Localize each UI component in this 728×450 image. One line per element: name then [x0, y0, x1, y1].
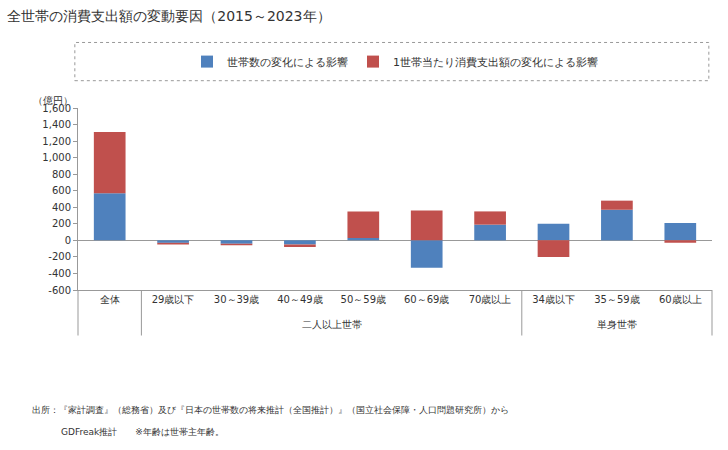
svg-text:二人以上世帯: 二人以上世帯 [302, 319, 362, 330]
svg-text:600: 600 [52, 185, 71, 196]
svg-text:-400: -400 [48, 268, 71, 279]
svg-text:0: 0 [65, 235, 71, 246]
svg-text:（億円）: （億円） [33, 95, 73, 106]
svg-text:800: 800 [52, 169, 71, 180]
svg-text:1,600: 1,600 [42, 103, 71, 114]
svg-text:1,200: 1,200 [42, 136, 71, 147]
svg-text:60～69歳: 60～69歳 [404, 294, 449, 305]
svg-text:35～59歳: 35～59歳 [594, 294, 639, 305]
svg-text:-200: -200 [48, 251, 71, 262]
svg-text:-600: -600 [48, 285, 71, 296]
svg-text:40～49歳: 40～49歳 [277, 294, 322, 305]
svg-text:出所：『家計調査』（総務省）及び『日本の世帯数の将来推計（全: 出所：『家計調査』（総務省）及び『日本の世帯数の将来推計（全国推計）』（国立社会… [32, 405, 509, 415]
svg-text:世帯数の変化による影響: 世帯数の変化による影響 [227, 56, 348, 69]
svg-text:400: 400 [52, 202, 71, 213]
svg-text:34歳以下: 34歳以下 [532, 294, 575, 305]
svg-text:29歳以下: 29歳以下 [152, 294, 195, 305]
svg-text:全世帯の消費支出額の変動要因（2015～2023年）: 全世帯の消費支出額の変動要因（2015～2023年） [7, 8, 330, 24]
svg-text:全体: 全体 [100, 294, 120, 305]
svg-text:GDFreak推計 ※年齢は世帯主年齢。: GDFreak推計 ※年齢は世帯主年齢。 [61, 427, 224, 437]
svg-text:60歳以上: 60歳以上 [659, 294, 702, 305]
svg-text:30～39歳: 30～39歳 [214, 294, 259, 305]
svg-text:単身世帯: 単身世帯 [597, 319, 637, 330]
svg-text:50～59歳: 50～59歳 [341, 294, 386, 305]
svg-text:200: 200 [52, 218, 71, 229]
svg-text:1,400: 1,400 [42, 119, 71, 130]
svg-text:70歳以上: 70歳以上 [469, 294, 512, 305]
svg-text:1世帯当たり消費支出額の変化による影響: 1世帯当たり消費支出額の変化による影響 [393, 56, 598, 69]
svg-text:1,000: 1,000 [42, 152, 71, 163]
